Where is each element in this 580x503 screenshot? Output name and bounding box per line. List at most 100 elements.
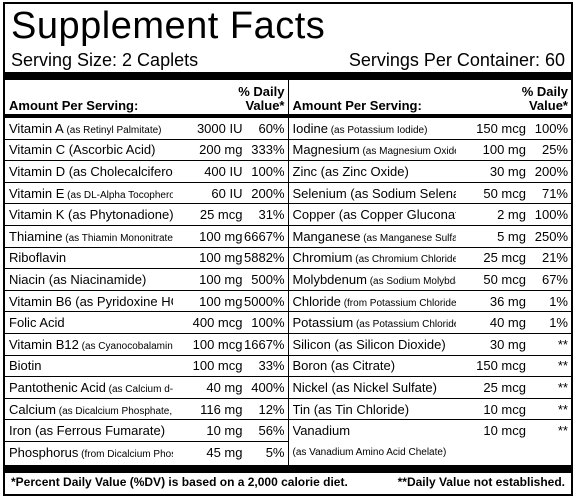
nutrient-amount: 50 mcg [483,185,526,201]
nutrient-daily-value: 56% [258,423,285,439]
nutrient-amount: 100 mcg [192,336,243,352]
nutrient-source: (as Retinyl Palmitate) [63,124,162,136]
nutrient-amount: 45 mg [206,445,243,461]
nutrient-row: Folic Acid 400 mcg 100% [5,312,288,334]
nutrient-row: Calcium (as Dicalcium Phosphate, Calcium… [5,399,288,421]
nutrient-name: Niacin (as Niacinamide) [9,271,147,287]
nutrient-source: (from Dicalcium Phosphate) [81,449,172,461]
right-nutrient-list: Iodine (as Potassium Iodide) 150 mcg 100% M… [288,118,571,464]
nutrient-row: Magnesium (as Magnesium Oxide) 100 mg 25% [288,140,571,162]
nutrient-daily-value: ** [557,401,568,417]
nutrient-amount: 3000 IU [196,120,243,136]
nutrient-row: Vitamin E (as DL-Alpha Tocopherol Acetat… [5,183,288,205]
nutrient-name: Pantothenic Acid (as Calcium d-Pantothen… [9,380,173,395]
nutrient-source: (as Sodium Molybdate) [369,275,456,287]
nutrient-daily-value: 1% [549,315,568,331]
left-nutrient-list: Vitamin A (as Retinyl Palmitate) 3000 IU 6… [5,118,288,464]
nutrient-source: (as Manganese Sulfate) [363,232,456,244]
left-column-header: Amount Per Serving: % Daily Value* [5,80,288,118]
nutrient-row: Chromium (as Chromium Chloride) 25 mcg 21% [288,248,571,270]
servings-per-container: Servings Per Container: 60 [348,49,565,70]
right-column-header: Amount Per Serving: % Daily Value* [288,80,571,118]
nutrient-daily-value: 100% [251,163,285,179]
nutrient-name: Vitamin A (as Retinyl Palmitate) [9,120,162,136]
footnote-daily-value: *Percent Daily Value (%DV) is based on a… [11,475,348,489]
nutrient-amount: 200 mg [199,142,243,158]
nutrient-name: Boron (as Citrate) [292,358,396,374]
nutrient-daily-value: 500% [251,271,285,287]
nutrient-name: Vitamin D (as Cholecalciferol) [9,163,173,179]
nutrient-daily-value: 71% [541,185,568,201]
nutrient-daily-value: 100% [534,207,568,223]
nutrient-amount: 25 mcg [483,379,526,395]
nutrient-row: Riboflavin 100 mg 5882% [5,248,288,270]
nutrient-name: Silicon (as Silicon Dioxide) [292,336,446,352]
nutrient-name: Molybdenum (as Sodium Molybdate) [293,272,457,287]
nutrient-amount: 2 mg [497,207,526,223]
nutrient-amount: 116 mg [200,401,243,417]
nutrient-source: (as Dicalcium Phosphate, Calcium Carbona… [58,405,173,417]
nutrient-name: Iron (as Ferrous Fumarate) [9,423,166,439]
nutrient-source: (as Magnesium Oxide) [359,146,456,158]
nutrient-amount: 100 mcg [192,358,243,374]
nutrient-row: Potassium (as Potassium Chloride) 40 mg 1% [288,312,571,334]
nutrient-row: Selenium (as Sodium Selenate) 50 mcg 71% [288,183,571,205]
nutrient-daily-value: 21% [541,250,568,266]
nutrient-row: Vitamin B6 (as Pyridoxine HCl) 100 mg 5000… [5,291,288,313]
nutrient-daily-value: 6667% [244,228,285,244]
daily-value-label: % Daily Value* [521,84,568,113]
nutrient-daily-value: 1% [549,293,568,309]
nutrient-row: Phosphorus (from Dicalcium Phosphate) 45 … [5,442,288,464]
nutrient-daily-value: 12% [258,401,285,417]
nutrient-amount: 10 mcg [483,423,526,439]
nutrient-amount: 100 mg [199,250,243,266]
nutrient-row: Manganese (as Manganese Sulfate) 5 mg 250% [288,226,571,248]
nutrient-row: Copper (as Copper Gluconate) 2 mg 100% [288,204,571,226]
nutrient-daily-value: 200% [251,185,285,201]
nutrient-row: Nickel (as Nickel Sulfate) 25 mcg ** [288,377,571,399]
nutrient-daily-value: ** [557,379,568,395]
nutrient-daily-value: 100% [251,315,285,331]
nutrient-amount: 150 mcg [476,358,526,374]
nutrient-amount: 100 mg [482,142,526,158]
nutrient-source: (as Thiamin Mononitrate) [62,232,173,244]
supplement-facts-panel: Supplement Facts Serving Size: 2 Caplets… [3,2,573,496]
nutrient-row: Iodine (as Potassium Iodide) 150 mcg 100% [288,118,571,140]
nutrient-row: Zinc (as Zinc Oxide) 30 mg 200% [288,161,571,183]
nutrient-row: Vitamin C (Ascorbic Acid) 200 mg 333% [5,140,288,162]
nutrient-daily-value: 100% [534,120,568,136]
nutrient-name: Riboflavin [9,250,67,266]
nutrient-name: Selenium (as Sodium Selenate) [292,185,457,201]
nutrient-row: Vitamin K (as Phytonadione) 25 mcg 31% [5,204,288,226]
nutrient-source: (as Cyanocobalamin) [78,340,173,352]
left-column: Amount Per Serving: % Daily Value* Vitam… [5,80,289,465]
nutrient-amount: 25 mcg [483,250,526,266]
nutrient-row: Tin (as Tin Chloride) 10 mcg ** [288,399,571,421]
nutrient-name: Iodine (as Potassium Iodide) [292,120,428,136]
nutrient-daily-value: ** [557,423,568,439]
amount-per-serving-label: Amount Per Serving: [9,98,139,113]
nutrient-source: (as DL-Alpha Tocopherol Acetate) [67,189,173,201]
nutrient-name: Zinc (as Zinc Oxide) [292,163,409,179]
nutrient-columns: Amount Per Serving: % Daily Value* Vitam… [5,80,571,465]
nutrient-name: Calcium (as Dicalcium Phosphate, Calcium… [9,402,173,417]
nutrient-amount: 400 mcg [192,315,243,331]
nutrient-daily-value: ** [557,336,568,352]
nutrient-amount: 50 mcg [483,271,526,287]
nutrient-amount: 10 mcg [483,401,526,417]
nutrient-name: Tin (as Tin Chloride) [292,401,410,417]
nutrient-daily-value: 5% [265,445,285,461]
nutrient-source: (as Calcium d-Pantothenate) [108,383,173,395]
nutrient-row: Iron (as Ferrous Fumarate) 10 mg 56% [5,420,288,442]
nutrient-name: Vitamin E (as DL-Alpha Tocopherol Acetat… [9,186,173,201]
nutrient-daily-value: 1667% [244,336,285,352]
panel-title: Supplement Facts [11,5,326,47]
nutrient-row: Vitamin D (as Cholecalciferol) 400 IU 100% [5,161,288,183]
nutrient-source: (as Potassium Iodide) [327,124,428,136]
nutrient-row: Boron (as Citrate) 150 mcg ** [288,356,571,378]
nutrient-amount: 100 mg [199,271,243,287]
nutrient-row: Pantothenic Acid (as Calcium d-Pantothen… [5,377,288,399]
nutrient-daily-value: 31% [258,207,285,223]
nutrient-name: Vitamin B6 (as Pyridoxine HCl) [9,293,173,309]
nutrient-daily-value: 25% [541,142,568,158]
